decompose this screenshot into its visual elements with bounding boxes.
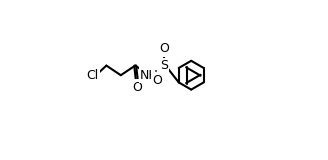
Text: O: O [159,42,169,55]
Text: NH: NH [140,69,159,82]
Text: O: O [133,81,143,94]
Text: O: O [153,73,163,87]
Text: Cl: Cl [86,69,98,82]
Text: S: S [160,59,168,72]
